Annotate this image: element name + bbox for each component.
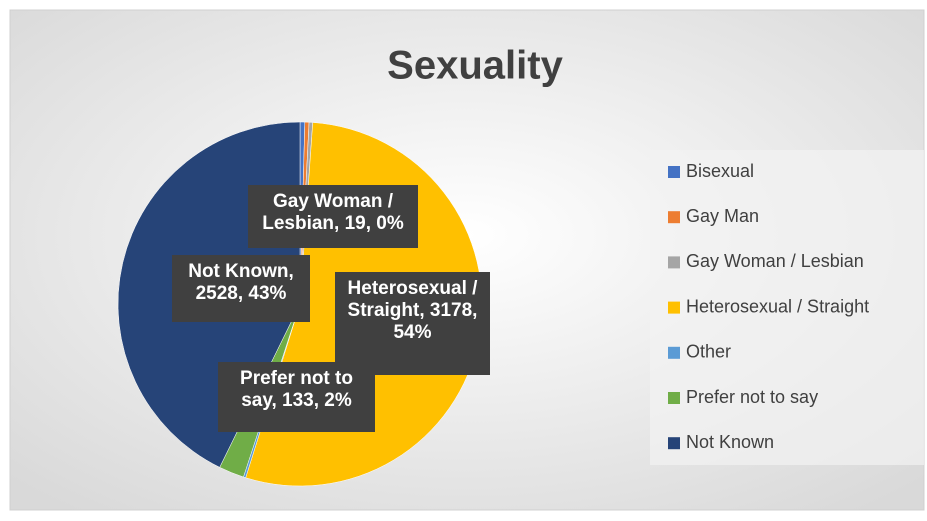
legend-label: Prefer not to say [686,387,818,407]
legend-label: Not Known [686,432,774,452]
data-label-box: Not Known, 2528, 43% [172,255,310,322]
legend-swatch [668,392,680,404]
data-label: Not Known, 2528, 43% [172,255,310,322]
data-label: Heterosexual / Straight, 3178, 54% [335,272,490,375]
legend-label: Heterosexual / Straight [686,296,869,316]
legend-swatch [668,211,680,224]
legend-label: Bisexual [686,161,754,181]
legend-swatch [668,346,680,359]
legend-swatch [668,166,680,178]
data-label: Prefer not to say, 133, 2% [218,362,375,432]
legend-label: Gay Woman / Lesbian [686,251,864,271]
data-label-box: Gay Woman / Lesbian, 19, 0% [248,185,418,248]
legend-box [650,150,924,465]
data-label-box: Heterosexual / Straight, 3178, 54% [335,272,490,375]
legend-label: Gay Man [686,206,759,226]
legend-swatch [668,256,680,269]
data-label-box: Prefer not to say, 133, 2% [218,362,375,432]
legend-swatch [668,301,680,314]
chart-title: Sexuality [387,44,563,88]
legend-swatch [668,437,680,450]
legend-label: Other [686,342,731,362]
data-label: Gay Woman / Lesbian, 19, 0% [248,185,418,248]
